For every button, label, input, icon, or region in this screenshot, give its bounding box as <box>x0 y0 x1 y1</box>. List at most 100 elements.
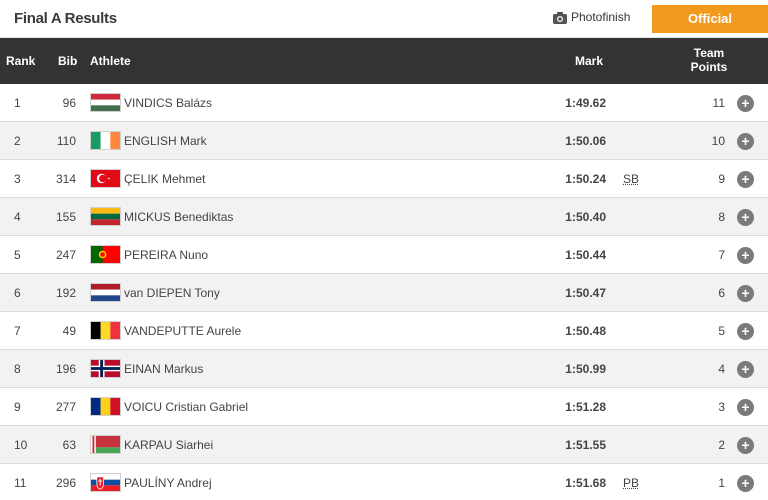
table-row: 7 49 VANDEPUTTE Aurele 1:50.48 5 + <box>0 312 768 350</box>
mark-cell: 1:50.47 <box>565 286 606 300</box>
expand-plus-icon[interactable]: + <box>737 285 754 302</box>
mark-cell: 1:49.62 <box>565 96 606 110</box>
rank-cell: 3 <box>14 172 21 186</box>
column-header-bib[interactable]: Bib <box>58 54 78 68</box>
expand-plus-icon[interactable]: + <box>737 399 754 416</box>
camera-icon <box>553 11 567 24</box>
table-row: 8 196 EINAN Markus 1:50.99 4 + <box>0 350 768 388</box>
team-points-cell: 7 <box>718 248 725 262</box>
mark-cell: 1:51.68 <box>565 476 606 490</box>
athlete-name[interactable]: VANDEPUTTE Aurele <box>124 324 242 338</box>
table-row: 2 110 ENGLISH Mark 1:50.06 10 + <box>0 122 768 160</box>
record-note: SB <box>623 172 640 186</box>
mark-cell: 1:51.55 <box>565 438 606 452</box>
official-tab[interactable]: Official <box>652 5 768 33</box>
results-topbar: Final A Results Photofinish Official <box>0 0 768 38</box>
team-points-cell: 9 <box>718 172 725 186</box>
mark-cell: 1:51.28 <box>565 400 606 414</box>
rank-cell: 9 <box>14 400 21 414</box>
bib-cell: 314 <box>55 172 76 186</box>
athlete-name[interactable]: PEREIRA Nuno <box>124 248 209 262</box>
portugal-flag-icon <box>90 245 121 264</box>
column-header-mark[interactable]: Mark <box>575 54 604 68</box>
team-points-cell: 8 <box>718 210 725 224</box>
bib-cell: 277 <box>55 400 76 414</box>
team-points-cell: 3 <box>718 400 725 414</box>
team-points-cell: 6 <box>718 286 725 300</box>
expand-plus-icon[interactable]: + <box>737 323 754 340</box>
ireland-flag-icon <box>90 131 121 150</box>
athlete-name[interactable]: MICKUS Benediktas <box>124 210 234 224</box>
rank-cell: 10 <box>14 438 28 452</box>
rank-cell: 1 <box>14 96 21 110</box>
column-header-athlete[interactable]: Athlete <box>90 54 131 68</box>
athlete-name[interactable]: KARPAU Siarhei <box>124 438 214 452</box>
table-row: 5 247 PEREIRA Nuno 1:50.44 7 + <box>0 236 768 274</box>
expand-plus-icon[interactable]: + <box>737 361 754 378</box>
table-row: 6 192 van DIEPEN Tony 1:50.47 6 + <box>0 274 768 312</box>
expand-plus-icon[interactable]: + <box>737 247 754 264</box>
athlete-name[interactable]: VOICU Cristian Gabriel <box>124 400 249 414</box>
expand-plus-icon[interactable]: + <box>737 95 754 112</box>
bib-cell: 155 <box>55 210 76 224</box>
bib-cell: 96 <box>62 96 76 110</box>
bib-cell: 49 <box>62 324 76 338</box>
athlete-name[interactable]: PAULÍNY Andrej <box>124 476 212 490</box>
norway-flag-icon <box>90 359 121 378</box>
results-table-body: 1 96 VINDICS Balázs 1:49.62 11 + 2 110 E… <box>0 84 768 500</box>
expand-plus-icon[interactable]: + <box>737 133 754 150</box>
belgium-flag-icon <box>90 321 121 340</box>
team-points-cell: 4 <box>718 362 725 376</box>
team-points-cell: 10 <box>711 134 725 148</box>
mark-cell: 1:50.40 <box>565 210 606 224</box>
bib-cell: 110 <box>56 134 76 148</box>
hungary-flag-icon <box>90 93 121 112</box>
expand-plus-icon[interactable]: + <box>737 209 754 226</box>
photofinish-link[interactable]: Photofinish <box>553 10 630 24</box>
mark-cell: 1:50.44 <box>565 248 606 262</box>
record-note: PB <box>623 476 640 490</box>
rank-cell: 2 <box>14 134 21 148</box>
athlete-name[interactable]: EINAN Markus <box>124 362 204 376</box>
mark-cell: 1:50.99 <box>565 362 606 376</box>
romania-flag-icon <box>90 397 121 416</box>
bib-cell: 63 <box>62 438 76 452</box>
table-header: Rank Bib Athlete Mark Team Points <box>0 38 768 84</box>
athlete-name[interactable]: van DIEPEN Tony <box>124 286 220 300</box>
bib-cell: 192 <box>55 286 76 300</box>
lithuania-flag-icon <box>90 207 121 226</box>
expand-plus-icon[interactable]: + <box>737 437 754 454</box>
netherlands-flag-icon <box>90 283 121 302</box>
table-row: 9 277 VOICU Cristian Gabriel 1:51.28 3 + <box>0 388 768 426</box>
athlete-name[interactable]: ENGLISH Mark <box>124 134 207 148</box>
team-points-cell: 2 <box>718 438 725 452</box>
team-points-cell: 5 <box>718 324 725 338</box>
column-header-team-points-line2: Points <box>690 60 728 74</box>
column-header-team-points[interactable]: Team Points <box>680 46 738 74</box>
table-row: 10 63 KARPAU Siarhei 1:51.55 2 + <box>0 426 768 464</box>
mark-cell: 1:50.06 <box>565 134 606 148</box>
column-header-rank[interactable]: Rank <box>6 54 36 68</box>
slovakia-flag-icon <box>90 473 121 492</box>
expand-plus-icon[interactable]: + <box>737 171 754 188</box>
athlete-name[interactable]: ÇELIK Mehmet <box>124 172 206 186</box>
rank-cell: 8 <box>14 362 21 376</box>
turkey-flag-icon <box>90 169 121 188</box>
table-row: 3 314 ÇELIK Mehmet 1:50.24 SB 9 + <box>0 160 768 198</box>
rank-cell: 6 <box>14 286 21 300</box>
rank-cell: 5 <box>14 248 21 262</box>
table-row: 4 155 MICKUS Benediktas 1:50.40 8 + <box>0 198 768 236</box>
athlete-name[interactable]: VINDICS Balázs <box>124 96 213 110</box>
team-points-cell: 1 <box>718 476 725 490</box>
team-points-cell: 11 <box>712 96 725 110</box>
expand-plus-icon[interactable]: + <box>737 475 754 492</box>
table-row: 1 96 VINDICS Balázs 1:49.62 11 + <box>0 84 768 122</box>
bib-cell: 296 <box>55 476 76 490</box>
rank-cell: 7 <box>14 324 21 338</box>
rank-cell: 4 <box>14 210 21 224</box>
photofinish-label: Photofinish <box>571 10 631 24</box>
belarus-flag-icon <box>90 435 121 454</box>
mark-cell: 1:50.24 <box>565 172 606 186</box>
bib-cell: 196 <box>55 362 76 376</box>
mark-cell: 1:50.48 <box>565 324 606 338</box>
